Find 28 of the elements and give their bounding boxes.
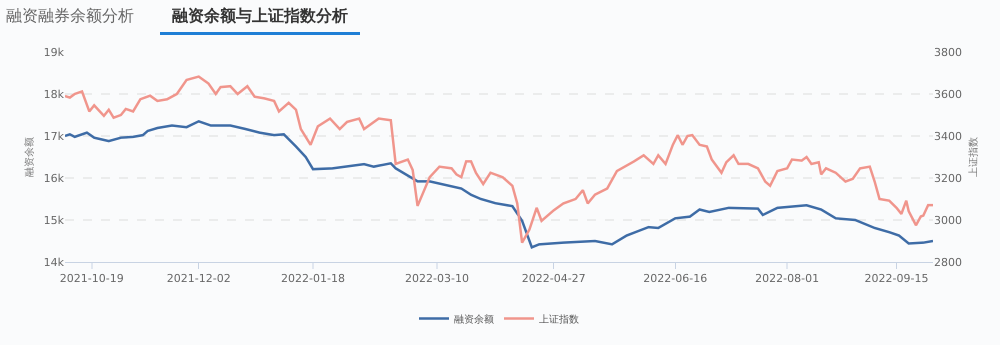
chart-title: 融资余额与上证指数分析 <box>160 0 360 35</box>
x-tick-label: 2022-06-16 <box>643 272 708 286</box>
y-tick-label: 18k <box>44 88 65 101</box>
x-tick-label: 2022-01-18 <box>281 272 345 286</box>
x-tick-label: 2021-12-02 <box>166 272 231 286</box>
x-tick-label: 2021-10-19 <box>60 272 124 286</box>
y-tick-label: 16k <box>44 172 65 185</box>
y2-tick-label: 3400 <box>934 130 962 143</box>
line-series <box>65 120 933 249</box>
y-tick-label: 14k <box>44 256 65 269</box>
legend-label: 融资余额 <box>454 313 494 326</box>
line-series <box>65 75 933 244</box>
x-tick-label: 2022-03-10 <box>405 272 469 286</box>
y-tick-label: 19k <box>44 46 65 59</box>
legend-label: 上证指数 <box>539 313 579 326</box>
y-tick-label: 17k <box>44 130 65 143</box>
y2-tick-label: 3200 <box>934 172 962 185</box>
y2-axis-title: 上证指数 <box>966 137 980 177</box>
text: 融资融券余额分析 <box>6 5 134 27</box>
y2-tick-label: 3600 <box>934 88 962 101</box>
x-tick-label: 2022-04-27 <box>522 272 586 286</box>
y2-tick-label: 3800 <box>934 46 962 59</box>
x-tick-label: 2022-09-15 <box>864 272 928 286</box>
y2-tick-label: 2800 <box>934 256 962 269</box>
y-axis-title: 融资余额 <box>22 137 36 177</box>
y2-tick-label: 3000 <box>934 214 962 227</box>
y-tick-label: 15k <box>44 214 65 227</box>
x-tick-label: 2022-08-01 <box>755 272 820 286</box>
